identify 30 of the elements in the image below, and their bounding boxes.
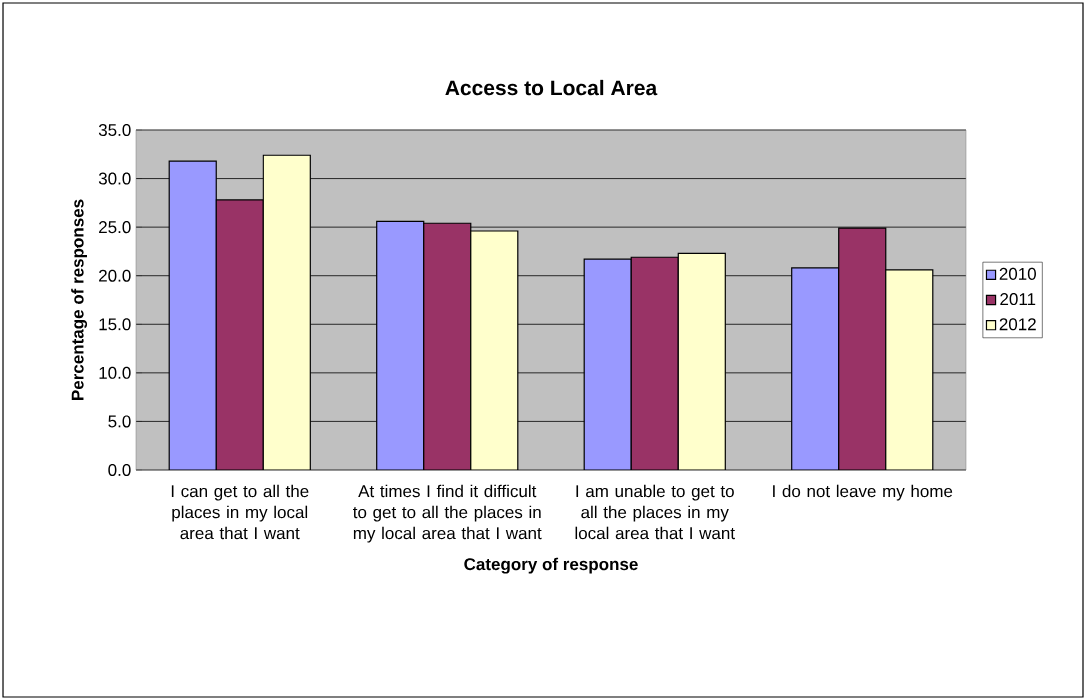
x-tick-label: At times I find it difficult to get to all the places in my local area that I want	[353, 484, 542, 543]
bar	[215, 199, 264, 470]
bar	[262, 154, 311, 470]
y-tick-label: 10.0	[99, 366, 131, 379]
y-tick-label: 15.0	[99, 318, 131, 331]
x-tick-label: I do not leave my home	[773, 484, 953, 501]
bar	[423, 222, 472, 470]
y-tick-label: 20.0	[99, 269, 131, 282]
bar	[168, 160, 217, 470]
bar	[677, 252, 726, 470]
legend-label: 2010	[999, 267, 1036, 280]
x-axis-title: Category of response	[464, 557, 638, 574]
y-axis-title: Percentage of responses	[71, 199, 88, 400]
bar	[885, 269, 934, 470]
y-tick-label: 5.0	[108, 415, 131, 428]
bar	[838, 227, 887, 470]
bar	[583, 258, 632, 470]
y-tick-label: 25.0	[99, 221, 131, 234]
legend-label: 2012	[999, 318, 1036, 331]
x-tick-label: I can get to all the places in my local area that I want	[171, 484, 309, 540]
x-tick-label: I am unable to get to all the places in my local area that I want	[575, 484, 735, 540]
chart-title: Access to Local Area	[445, 79, 658, 96]
bar	[470, 230, 519, 470]
bar	[630, 256, 679, 470]
y-tick-label: 30.0	[98, 172, 131, 185]
legend-label: 2011	[1000, 293, 1036, 306]
y-tick-label: 0.0	[108, 463, 131, 477]
y-tick-label: 35.0	[98, 123, 131, 137]
bar	[376, 220, 425, 470]
bar	[791, 267, 840, 470]
